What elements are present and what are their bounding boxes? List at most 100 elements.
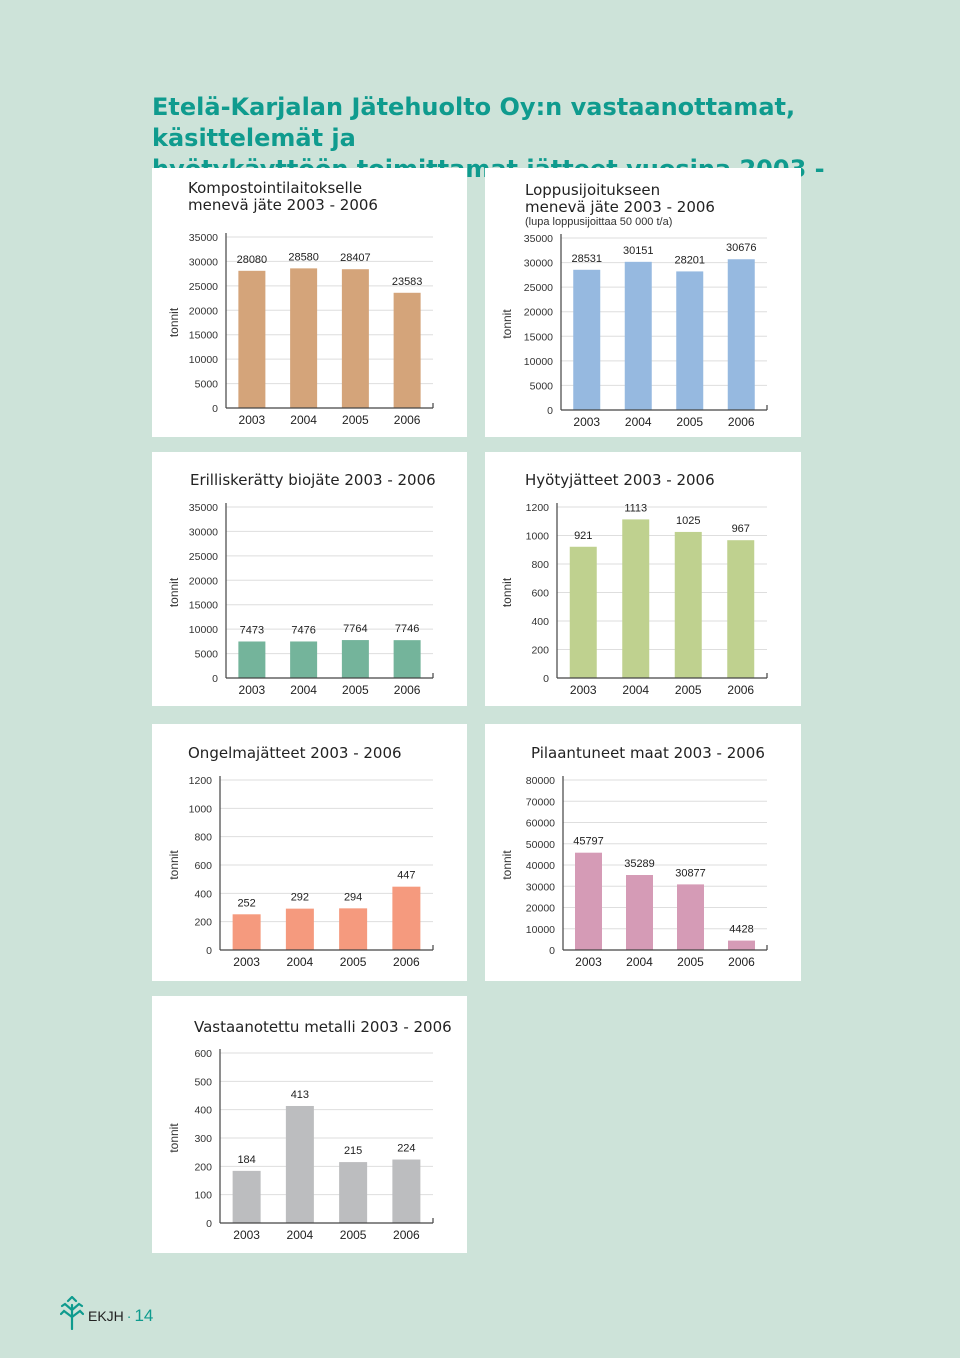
y-axis-label: tonnit (167, 577, 181, 607)
data-label: 7746 (395, 623, 419, 635)
y-tick-label: 600 (531, 588, 549, 600)
x-tick-label: 2005 (676, 415, 703, 429)
x-tick-label: 2006 (394, 413, 421, 427)
y-tick-label: 10000 (524, 356, 553, 368)
y-tick-label: 20000 (524, 307, 553, 319)
x-tick-label: 2003 (575, 955, 602, 969)
bar (339, 1162, 368, 1223)
x-tick-label: 2006 (728, 955, 755, 969)
y-tick-label: 10000 (189, 354, 218, 366)
bar (573, 269, 601, 410)
x-tick-label: 2004 (625, 415, 652, 429)
x-tick-label: 2005 (342, 683, 369, 697)
y-tick-label: 400 (194, 888, 212, 900)
bar (393, 640, 421, 678)
page-number: 14 (134, 1306, 154, 1325)
data-label: 28407 (340, 252, 371, 264)
chart-title: Ongelmajätteet 2003 - 2006 (188, 744, 402, 762)
data-label: 215 (344, 1145, 362, 1157)
data-label: 30877 (675, 867, 706, 879)
data-label: 413 (291, 1089, 309, 1101)
y-tick-label: 30000 (189, 256, 218, 268)
data-label: 7476 (291, 624, 315, 636)
x-tick-label: 2006 (393, 955, 420, 969)
chart-title-line: Kompostointilaitokselle (188, 179, 362, 197)
x-tick-label: 2003 (233, 1228, 260, 1242)
bar (674, 531, 702, 678)
y-tick-label: 30000 (189, 526, 218, 538)
data-label: 1113 (624, 502, 647, 514)
data-label: 28080 (237, 254, 268, 266)
chart-title-line: Ongelmajätteet 2003 - 2006 (188, 744, 402, 762)
recyclables-chart: Hyötyjätteet 2003 - 2006 0 200 400 600 800 100… (485, 452, 801, 706)
y-tick-label: 1200 (526, 502, 550, 514)
tree-logo-icon (60, 1296, 84, 1330)
metal-chart: Vastaanotettu metalli 2003 - 2006 0 100 200… (152, 996, 467, 1253)
y-tick-label: 600 (194, 860, 212, 872)
bar (339, 908, 368, 950)
data-label: 1025 (676, 515, 700, 527)
y-tick-label: 35000 (189, 232, 218, 244)
bar (341, 640, 369, 678)
composting-chart: Kompostointilaitokselle menevä jäte 2003 … (152, 168, 467, 437)
landfill-chart: Loppusijoitukseen menevä jäte 2003 - 2006… (485, 168, 801, 437)
bar (238, 641, 266, 678)
y-tick-label: 35000 (189, 502, 218, 514)
y-axis-label: tonnit (500, 850, 514, 880)
contaminated-soil-chart: Pilaantuneet maat 2003 - 2006 0 10000 20000… (485, 724, 801, 981)
y-tick-label: 500 (194, 1076, 212, 1088)
data-label: 30151 (623, 245, 654, 257)
x-tick-label: 2003 (570, 683, 597, 697)
y-tick-label: 800 (531, 559, 549, 571)
x-tick-label: 2004 (290, 413, 317, 427)
data-label: 28531 (571, 253, 602, 265)
x-tick-label: 2004 (287, 955, 314, 969)
chart-svg: Pilaantuneet maat 2003 - 2006 0 10000 20000… (500, 744, 768, 969)
bar (728, 940, 755, 950)
footer-label: EKJH · 14 (88, 1306, 153, 1326)
data-label: 28201 (674, 254, 705, 266)
footer-brand: EKJH (88, 1308, 124, 1324)
y-tick-label: 1200 (189, 775, 213, 787)
bar (676, 271, 704, 410)
chart-title: Vastaanotettu metalli 2003 - 2006 (194, 1018, 452, 1036)
chart-svg: Vastaanotettu metalli 2003 - 2006 0 100 200… (167, 1018, 452, 1242)
y-tick-label: 0 (212, 673, 218, 685)
chart-title: Hyötyjätteet 2003 - 2006 (525, 471, 715, 489)
y-tick-label: 35000 (524, 233, 553, 245)
bar (290, 268, 318, 408)
bar (290, 641, 318, 678)
y-tick-label: 400 (531, 616, 549, 628)
data-label: 35289 (624, 858, 655, 870)
chart-title-line: Erilliskerätty biojäte 2003 - 2006 (190, 471, 436, 489)
x-tick-label: 2005 (675, 683, 702, 697)
y-tick-label: 1000 (526, 531, 550, 543)
y-tick-label: 25000 (189, 551, 218, 563)
bar (626, 875, 653, 950)
x-tick-label: 2003 (239, 683, 266, 697)
y-tick-label: 30000 (526, 881, 555, 893)
chart-svg: Kompostointilaitokselle menevä jäte 2003 … (167, 179, 434, 427)
chart-svg: Loppusijoitukseen menevä jäte 2003 - 2006… (500, 181, 768, 429)
y-tick-label: 0 (549, 945, 555, 957)
data-label: 184 (237, 1154, 255, 1166)
y-tick-label: 10000 (526, 924, 555, 936)
y-tick-label: 20000 (526, 903, 555, 915)
chart-title-line: Loppusijoitukseen (525, 181, 660, 199)
chart-title-line: Pilaantuneet maat 2003 - 2006 (531, 744, 765, 762)
chart-svg: Erilliskerätty biojäte 2003 - 2006 0 5000 1… (167, 471, 436, 697)
data-label: 4428 (729, 924, 753, 936)
footer-separator: · (126, 1308, 132, 1324)
y-tick-label: 5000 (195, 379, 219, 391)
chart-title: Erilliskerätty biojäte 2003 - 2006 (190, 471, 436, 489)
y-tick-label: 10000 (189, 624, 218, 636)
data-label: 23583 (392, 276, 423, 288)
bar (341, 269, 369, 408)
bar (393, 292, 421, 408)
y-tick-label: 25000 (524, 282, 553, 294)
bar (569, 546, 597, 678)
x-tick-label: 2004 (287, 1228, 314, 1242)
chart-title: Pilaantuneet maat 2003 - 2006 (531, 744, 765, 762)
y-tick-label: 0 (212, 403, 218, 415)
bar (677, 884, 704, 950)
